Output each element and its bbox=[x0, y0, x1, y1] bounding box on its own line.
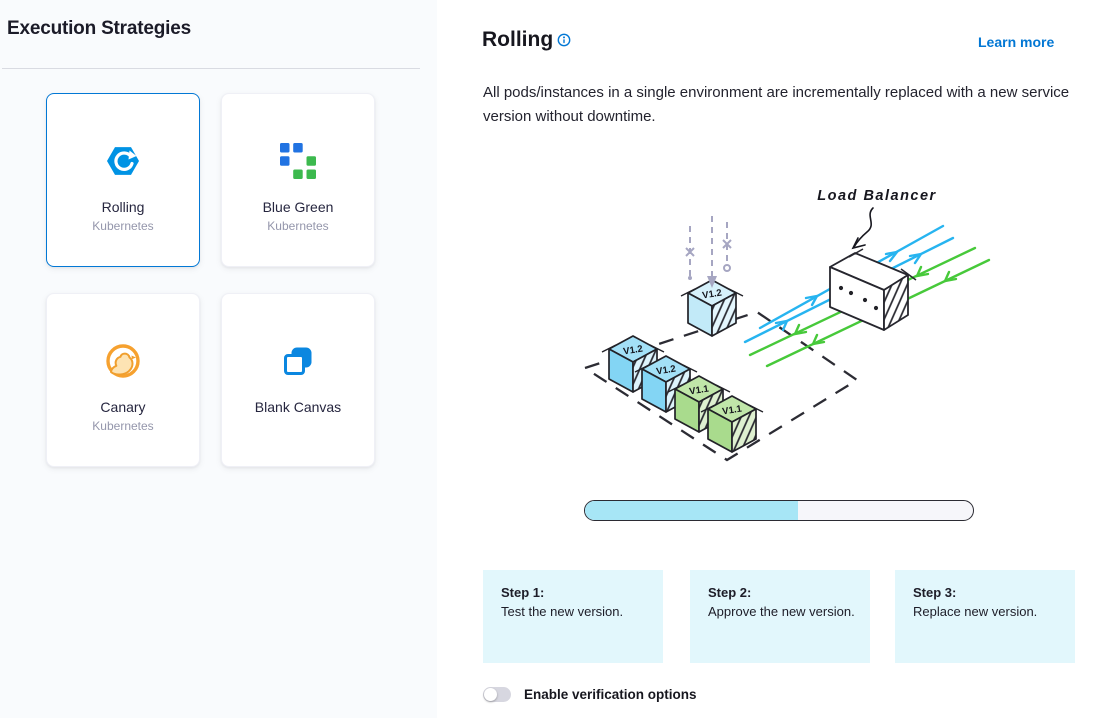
incoming-cube-label: V1.2 bbox=[702, 288, 723, 302]
progress-fill bbox=[585, 501, 799, 520]
toggle-knob bbox=[484, 688, 497, 701]
cube-label: V1.2 bbox=[656, 364, 677, 378]
strategy-card-blank-canvas[interactable]: Blank Canvas bbox=[221, 293, 375, 467]
verification-toggle[interactable] bbox=[483, 687, 511, 702]
load-balancer-label: Load Balancer bbox=[817, 188, 936, 204]
step-card-3: Step 3: Replace new version. bbox=[895, 570, 1075, 663]
rolling-icon bbox=[105, 143, 141, 179]
strategy-title: Rolling bbox=[482, 28, 554, 51]
strategy-description: All pods/instances in a single environme… bbox=[483, 84, 1070, 125]
strategy-card-rolling[interactable]: Rolling Kubernetes bbox=[46, 93, 200, 267]
verification-toggle-label: Enable verification options bbox=[524, 687, 697, 702]
step-title: Step 2: bbox=[708, 585, 752, 600]
strategy-label: Rolling bbox=[101, 199, 145, 215]
strategy-card-canary[interactable]: Canary Kubernetes bbox=[46, 293, 200, 467]
strategy-card-blue-green[interactable]: Blue Green Kubernetes bbox=[221, 93, 375, 267]
step-title: Step 3: bbox=[913, 585, 957, 600]
step-text: Replace new version. bbox=[913, 604, 1038, 619]
strategy-label: Canary bbox=[100, 399, 146, 415]
cube-label: V1.1 bbox=[689, 383, 711, 397]
blue-green-icon bbox=[280, 143, 316, 179]
page-title: Execution Strategies bbox=[7, 18, 191, 39]
blank-canvas-icon bbox=[280, 343, 316, 379]
step-text: Approve the new version. bbox=[708, 604, 855, 619]
divider bbox=[2, 68, 420, 69]
step-card-2: Step 2: Approve the new version. bbox=[690, 570, 870, 663]
strategy-label: Blue Green bbox=[262, 199, 334, 215]
cube-label: V1.1 bbox=[722, 403, 744, 417]
cube-label: V1.2 bbox=[623, 344, 644, 358]
info-icon[interactable] bbox=[557, 33, 571, 47]
step-text: Test the new version. bbox=[501, 604, 624, 619]
strategy-sublabel: Kubernetes bbox=[92, 419, 154, 433]
progress-bar bbox=[584, 500, 974, 521]
canary-icon bbox=[105, 343, 141, 379]
learn-more-link[interactable]: Learn more bbox=[978, 34, 1055, 50]
rolling-deployment-diagram: V1.2 V1.2 V1.1 V1.1 V1.2 Load Balancer bbox=[582, 188, 991, 462]
step-title: Step 1: bbox=[501, 585, 545, 600]
strategy-sublabel: Kubernetes bbox=[267, 219, 329, 233]
strategy-label: Blank Canvas bbox=[254, 399, 342, 415]
step-card-1: Step 1: Test the new version. bbox=[483, 570, 663, 663]
verification-toggle-row: Enable verification options bbox=[483, 687, 697, 702]
strategy-sublabel: Kubernetes bbox=[92, 219, 154, 233]
strategies-panel: Execution Strategies Rolling Kubernetes bbox=[0, 0, 437, 718]
